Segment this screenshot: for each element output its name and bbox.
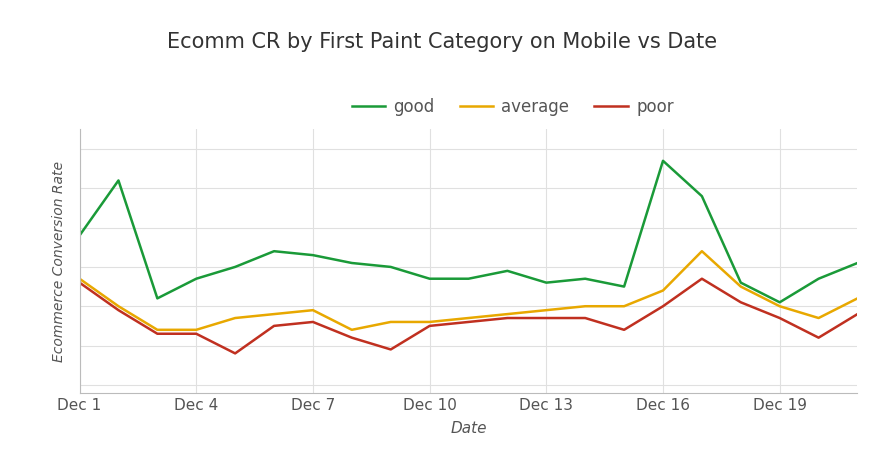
Y-axis label: Ecommerce Conversion Rate: Ecommerce Conversion Rate [52, 160, 66, 362]
Text: Ecomm CR by First Paint Category on Mobile vs Date: Ecomm CR by First Paint Category on Mobi… [167, 32, 717, 52]
Legend: good, average, poor: good, average, poor [345, 91, 681, 123]
X-axis label: Date: Date [450, 421, 487, 436]
